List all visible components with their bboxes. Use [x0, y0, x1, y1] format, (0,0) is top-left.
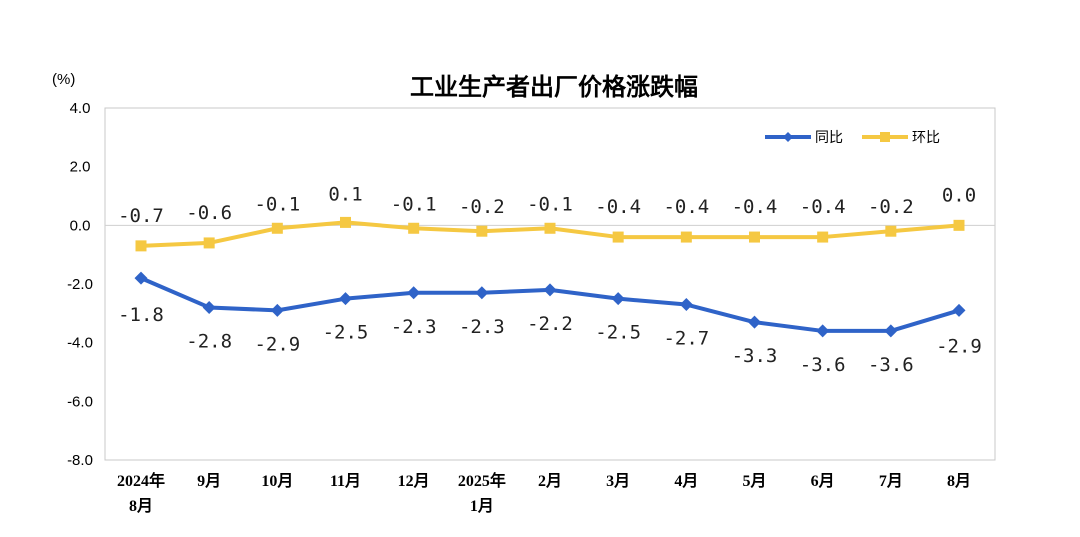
data-label: -2.5: [323, 322, 369, 344]
data-point-marker: [135, 240, 147, 252]
x-tick-label: 3月: [606, 472, 630, 490]
legend-label: 同比: [815, 130, 843, 146]
x-tick-label: 9月: [197, 472, 221, 490]
y-tick-label: 2.0: [70, 159, 91, 176]
legend-swatch-marker: [880, 132, 890, 142]
data-label: 0.1: [328, 183, 362, 205]
data-point-marker: [612, 231, 624, 243]
data-point-marker: [953, 219, 965, 231]
data-label: -0.1: [391, 193, 437, 215]
x-tick-label: 2024年: [117, 471, 165, 490]
data-label: -0.1: [254, 193, 300, 215]
data-label: -0.4: [800, 196, 846, 218]
data-point-marker: [407, 286, 421, 300]
x-tick-label: 5月: [742, 472, 766, 490]
x-tick-label: 2025年: [458, 471, 506, 490]
y-tick-label: -8.0: [67, 452, 93, 469]
data-label: -2.8: [186, 330, 232, 352]
x-tick-label: 4月: [674, 472, 698, 490]
x-tick-label: 12月: [398, 472, 430, 490]
chart-title: 工业生产者出厂价格涨跌幅: [410, 73, 698, 101]
y-unit-label: (%): [52, 71, 75, 88]
series-yoy: -1.8 -2.8 -2.9 -2.5 -2.3 -2.3 -2.2 -2.5 -2.7 -3.3…: [118, 271, 982, 376]
data-label: -2.5: [595, 322, 641, 344]
data-point-marker: [476, 225, 488, 237]
data-label: -3.6: [800, 354, 846, 376]
data-label: -0.6: [186, 202, 232, 224]
x-tick-label: 8月: [947, 472, 971, 490]
data-point-marker: [611, 292, 625, 306]
legend-item: 同比: [765, 130, 843, 146]
legend-label: 环比: [912, 130, 940, 146]
x-tick-label: 1月: [470, 497, 494, 515]
data-point-marker: [748, 315, 761, 329]
data-label: -2.9: [936, 335, 982, 357]
data-label: -0.1: [527, 193, 573, 215]
data-label: -1.8: [118, 304, 164, 326]
data-point-marker: [885, 225, 897, 237]
x-tick-label: 8月: [129, 497, 153, 515]
y-tick-label: -4.0: [67, 335, 93, 352]
y-axis-ticks: 4.0 2.0 0.0 -2.0 -4.0 -6.0 -8.0: [67, 100, 93, 469]
data-point-marker: [408, 222, 420, 234]
series-mom: -0.7 -0.6 -0.1 0.1 -0.1 -0.2 -0.1 -0.4 -0.4 -0.4-…: [118, 183, 976, 252]
series-layer: -1.8 -2.8 -2.9 -2.5 -2.3 -2.3 -2.2 -2.5 -2.7 -3.3…: [118, 183, 982, 376]
y-tick-label: 4.0: [70, 100, 91, 117]
data-point-marker: [270, 303, 284, 317]
data-point-marker: [543, 283, 557, 297]
data-point-marker: [816, 324, 830, 338]
data-point-marker: [884, 324, 898, 338]
data-point-marker: [339, 292, 352, 306]
data-label: -0.2: [459, 196, 505, 218]
data-label: -2.3: [391, 316, 437, 338]
x-tick-label: 10月: [261, 472, 293, 490]
data-label: -0.4: [732, 196, 778, 218]
data-label: -2.2: [527, 313, 573, 335]
data-label: -0.2: [868, 196, 914, 218]
data-label: -2.7: [663, 328, 709, 350]
data-label: -0.7: [118, 205, 164, 227]
data-label: -2.9: [254, 333, 300, 355]
data-point-marker: [544, 222, 556, 234]
legend-item: 环比: [862, 130, 940, 146]
data-label: -0.4: [663, 196, 709, 218]
data-point-marker: [952, 303, 966, 317]
data-point-marker: [340, 216, 351, 228]
data-label: -3.6: [868, 354, 914, 376]
x-axis-ticks: 2024年 8月 9月 10月 11月 12月 2025年 1月 2月 3月 4月 5月 6月 7月 8月: [117, 471, 971, 515]
data-label: -2.3: [459, 316, 505, 338]
data-point-marker: [749, 231, 760, 243]
data-point-marker: [680, 231, 692, 243]
data-label: -3.3: [732, 345, 778, 367]
x-tick-label: 7月: [879, 472, 903, 490]
data-point-marker: [203, 237, 215, 249]
legend-swatch-marker: [783, 132, 793, 142]
y-tick-label: -6.0: [67, 393, 93, 410]
data-point-marker: [202, 300, 216, 314]
y-tick-label: -2.0: [67, 276, 93, 293]
data-label: -0.4: [595, 196, 641, 218]
x-tick-label: 6月: [811, 472, 835, 490]
data-point-marker: [817, 231, 829, 243]
data-point-marker: [134, 271, 148, 285]
x-tick-label: 2月: [538, 472, 562, 490]
plot-frame: [104, 107, 996, 461]
data-point-marker: [475, 286, 489, 300]
x-tick-label: 11月: [330, 472, 361, 490]
y-tick-label: 0.0: [70, 217, 91, 234]
data-point-marker: [679, 298, 693, 312]
legend: 同比 环比: [765, 130, 940, 146]
data-label: 0.0: [942, 184, 976, 206]
data-point-marker: [271, 222, 283, 234]
